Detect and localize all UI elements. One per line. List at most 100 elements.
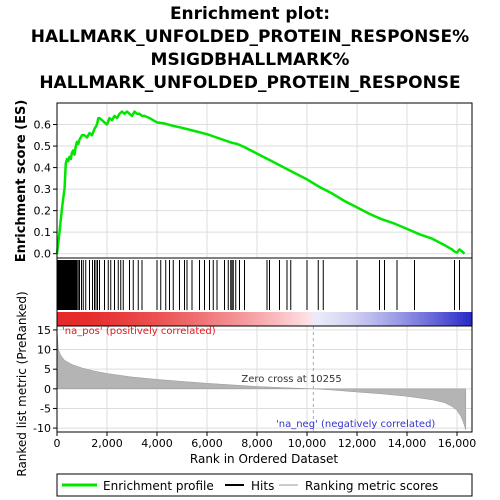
ranking-color-band <box>140 312 144 326</box>
title-line-4: HALLMARK_UNFOLDED_PROTEIN_RESPONSE <box>39 73 460 93</box>
x-tick-label: 14,000 <box>388 437 427 450</box>
x-tick-label: 16,000 <box>438 437 477 450</box>
ranking-color-band <box>424 312 429 326</box>
ranking-color-band <box>98 312 103 326</box>
ranking-color-band <box>249 312 254 326</box>
ranking-color-band <box>421 312 426 326</box>
ranking-color-band <box>113 312 117 326</box>
ranking-color-band <box>350 312 355 326</box>
ranking-color-band <box>208 312 212 326</box>
ranking-color-band <box>205 312 209 326</box>
ranking-color-band <box>371 312 375 326</box>
ranking-color-band <box>418 312 423 326</box>
ranking-color-band <box>166 312 171 326</box>
ranking-color-band <box>442 312 446 326</box>
ranking-color-band <box>397 312 402 326</box>
ranking-color-band <box>169 312 174 326</box>
ranking-color-band <box>110 312 114 326</box>
ranking-color-band <box>178 312 183 326</box>
ranking-color-band <box>175 312 180 326</box>
es-tick-label: 0.4 <box>34 162 52 175</box>
ranking-color-band <box>347 312 352 326</box>
metric-tick-label: -10 <box>33 422 51 435</box>
ranking-color-band <box>383 312 387 326</box>
ranking-color-band <box>199 312 203 326</box>
ranking-color-band <box>217 312 221 326</box>
ranking-color-band <box>258 312 263 326</box>
ranking-color-band <box>211 312 215 326</box>
x-tick-label: 0 <box>54 437 61 450</box>
ranking-color-band <box>469 312 473 326</box>
ranking-color-band <box>389 312 393 326</box>
ranking-color-band <box>323 312 328 326</box>
ranking-color-band <box>214 312 218 326</box>
ranking-color-band <box>460 312 464 326</box>
ranking-color-band <box>184 312 189 326</box>
ranking-color-band <box>83 312 88 326</box>
ranking-color-band <box>445 312 449 326</box>
ranking-color-band <box>252 312 257 326</box>
ranking-color-band <box>433 312 438 326</box>
es-tick-label: 0.6 <box>34 119 52 132</box>
ranking-color-band <box>160 312 165 326</box>
ranking-color-band <box>344 312 349 326</box>
ranking-color-band <box>119 312 123 326</box>
x-tick-label: 2,000 <box>91 437 123 450</box>
ranking-color-band <box>403 312 408 326</box>
hits-panel <box>56 257 473 327</box>
ranking-color-band <box>409 312 414 326</box>
zero-cross-label: Zero cross at 10255 <box>241 374 341 385</box>
ranking-color-band <box>223 312 227 326</box>
ranking-color-band <box>394 312 399 326</box>
ranking-color-band <box>131 312 135 326</box>
pos-correlated-label: 'na_pos' (positively correlated) <box>62 326 216 337</box>
ranking-color-band <box>128 312 132 326</box>
ranking-color-band <box>335 312 340 326</box>
ranking-color-band <box>439 312 443 326</box>
ranking-color-band <box>436 312 440 326</box>
ranking-color-band <box>276 312 280 326</box>
ranking-color-band <box>338 312 343 326</box>
metric-y-axis-label: Ranked list metric (PreRanked) <box>15 291 29 476</box>
ranking-color-band <box>261 312 266 326</box>
ranking-color-band <box>294 312 298 326</box>
ranking-color-band <box>391 312 396 326</box>
enrichment-profile-line <box>55 110 466 255</box>
ranking-color-band <box>386 312 390 326</box>
chart-title: Enrichment plot: HALLMARK_UNFOLDED_PROTE… <box>31 4 469 93</box>
ranking-color-band <box>122 312 126 326</box>
legend: Enrichment profile Hits Ranking metric s… <box>56 473 473 497</box>
es-tick-label: 0.2 <box>34 205 52 218</box>
ranking-color-band <box>187 312 191 326</box>
ranking-color-band <box>341 312 346 326</box>
ranking-color-band <box>380 312 384 326</box>
ranking-color-band <box>359 312 363 326</box>
ranking-color-band <box>448 312 452 326</box>
ranking-color-band <box>326 312 331 326</box>
ranking-color-band <box>311 312 316 326</box>
x-axis-label: Rank in Ordered Dataset <box>190 452 338 466</box>
ranking-color-band <box>220 312 224 326</box>
ranking-color-band <box>116 312 120 326</box>
ranking-color-band <box>228 312 233 326</box>
title-line-2: HALLMARK_UNFOLDED_PROTEIN_RESPONSE% <box>31 27 469 47</box>
es-panel: 0.0 0.1 0.2 0.3 0.4 0.5 0.6 <box>34 102 473 261</box>
ranking-color-band <box>193 312 197 326</box>
x-tick-label: 4,000 <box>141 437 173 450</box>
ranking-color-band <box>68 312 73 326</box>
hits-area <box>57 258 472 312</box>
ranking-color-band <box>297 312 301 326</box>
ranking-color-band <box>273 312 277 326</box>
ranking-color-band <box>303 312 307 326</box>
ranking-color-band <box>415 312 420 326</box>
ranking-metric-area <box>56 327 467 431</box>
ranking-color-band <box>234 312 239 326</box>
ranking-color-band <box>279 312 283 326</box>
ranking-color-band <box>255 312 260 326</box>
ranking-color-band <box>104 312 108 326</box>
ranking-color-band <box>332 312 337 326</box>
ranking-color-band <box>285 312 289 326</box>
ranking-color-band <box>291 312 295 326</box>
ranking-color-band <box>154 312 159 326</box>
ranking-color-band <box>427 312 432 326</box>
